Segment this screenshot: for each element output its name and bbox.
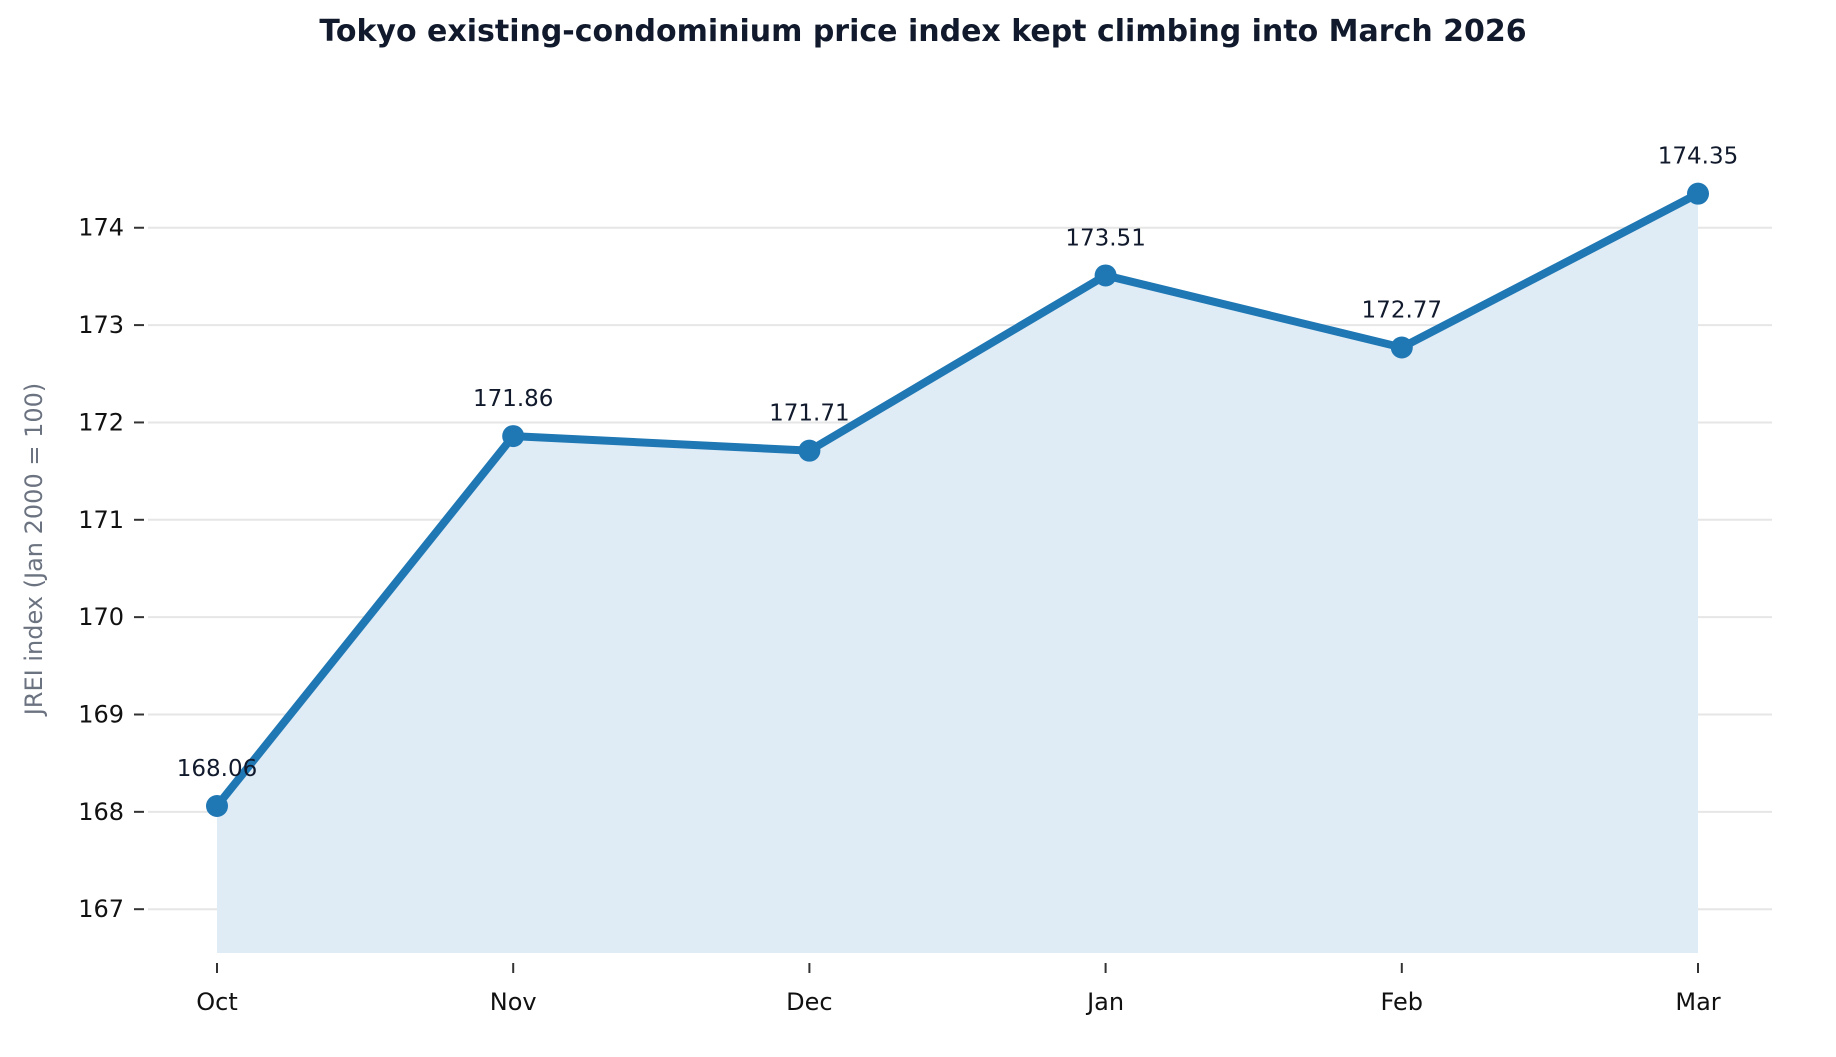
x-tick-label: Feb (1381, 988, 1424, 1016)
y-tick-label: 172 (78, 408, 124, 436)
data-label: 174.35 (1658, 144, 1738, 170)
y-axis-label: JREI index (Jan 2000 = 100) (20, 383, 48, 718)
y-tick-label: 170 (78, 603, 124, 631)
data-label: 168.06 (177, 756, 257, 782)
series-line (213, 189, 1702, 811)
y-tick-label: 168 (78, 798, 124, 826)
y-tick-label: 167 (78, 895, 124, 923)
y-tick-label: 174 (78, 214, 124, 242)
area-layer (217, 193, 1698, 954)
point-layer (206, 182, 1709, 818)
data-point (1687, 182, 1709, 205)
x-tick-label: Mar (1675, 988, 1720, 1016)
data-point (1390, 336, 1413, 359)
label-layer: 168.06 171.86 171.71 173.51 172.77 174.35 (177, 144, 1738, 782)
axis-layer: 167 168 169 170 171 172 173 174 Oct Nov Dec Jan Feb M… (78, 214, 1721, 1016)
data-label: 171.71 (769, 401, 849, 427)
data-point (798, 439, 821, 462)
chart-title: Tokyo existing-condominium price index k… (319, 14, 1527, 49)
data-point (1094, 264, 1117, 287)
data-point (206, 795, 228, 818)
line-layer (213, 189, 1702, 811)
area-fill (217, 193, 1698, 954)
y-tick-label: 171 (78, 506, 124, 534)
data-label: 173.51 (1065, 225, 1145, 251)
x-tick-label: Jan (1085, 988, 1124, 1016)
x-tick-label: Oct (196, 988, 238, 1016)
y-tick-label: 169 (78, 700, 124, 728)
x-tick-label: Dec (786, 988, 832, 1016)
y-tick-label: 173 (78, 311, 124, 339)
data-point (502, 425, 525, 448)
data-label: 172.77 (1362, 297, 1442, 323)
x-tick-label: Nov (490, 988, 537, 1016)
data-label: 171.86 (473, 386, 553, 412)
